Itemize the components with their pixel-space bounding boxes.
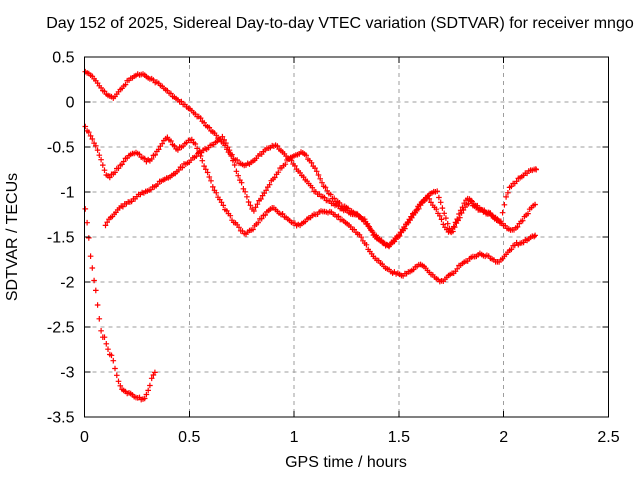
y-tick-label: -3.5 (47, 410, 75, 427)
series-2-markers (82, 123, 538, 285)
y-tick-label: 0.5 (52, 50, 74, 67)
chart-title: Day 152 of 2025, Sidereal Day-to-day VTE… (46, 15, 634, 32)
y-tick-label: 0 (66, 95, 75, 112)
x-tick-label: 2.5 (597, 429, 619, 446)
y-tick-label: -0.5 (47, 140, 75, 157)
axis-ticks (84, 56, 609, 418)
data-points (82, 68, 539, 403)
y-tick-labels: 0.5 0 -0.5 -1 -1.5 -2 -2.5 -3 -3.5 (47, 50, 75, 427)
series-4-markers (82, 206, 158, 403)
x-axis-label: GPS time / hours (285, 454, 407, 471)
x-tick-label: 0.5 (178, 429, 200, 446)
y-tick-label: -1 (60, 185, 74, 202)
y-tick-label: -3 (60, 365, 74, 382)
y-tick-label: -1.5 (47, 230, 75, 247)
y-axis-label: SDTVAR / TECUs (4, 173, 21, 301)
y-tick-label: -2.5 (47, 320, 75, 337)
series-3-markers (102, 133, 538, 249)
x-tick-labels: 0 0.5 1 1.5 2 2.5 (80, 429, 620, 446)
x-tick-label: 2 (499, 429, 508, 446)
x-tick-label: 0 (80, 429, 89, 446)
x-tick-label: 1.5 (388, 429, 410, 446)
x-tick-label: 1 (290, 429, 299, 446)
y-tick-label: -2 (60, 275, 74, 292)
